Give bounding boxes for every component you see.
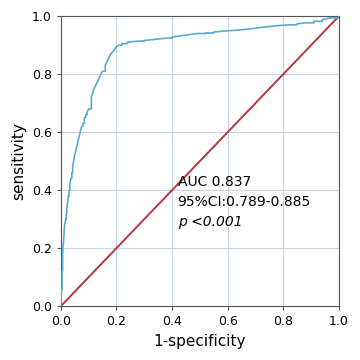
Y-axis label: sensitivity: sensitivity bbox=[11, 122, 26, 200]
Text: 95%CI:0.789-0.885: 95%CI:0.789-0.885 bbox=[177, 195, 311, 209]
Text: p <0.001: p <0.001 bbox=[177, 215, 242, 229]
Text: AUC 0.837: AUC 0.837 bbox=[177, 175, 251, 189]
X-axis label: 1-specificity: 1-specificity bbox=[154, 334, 246, 349]
